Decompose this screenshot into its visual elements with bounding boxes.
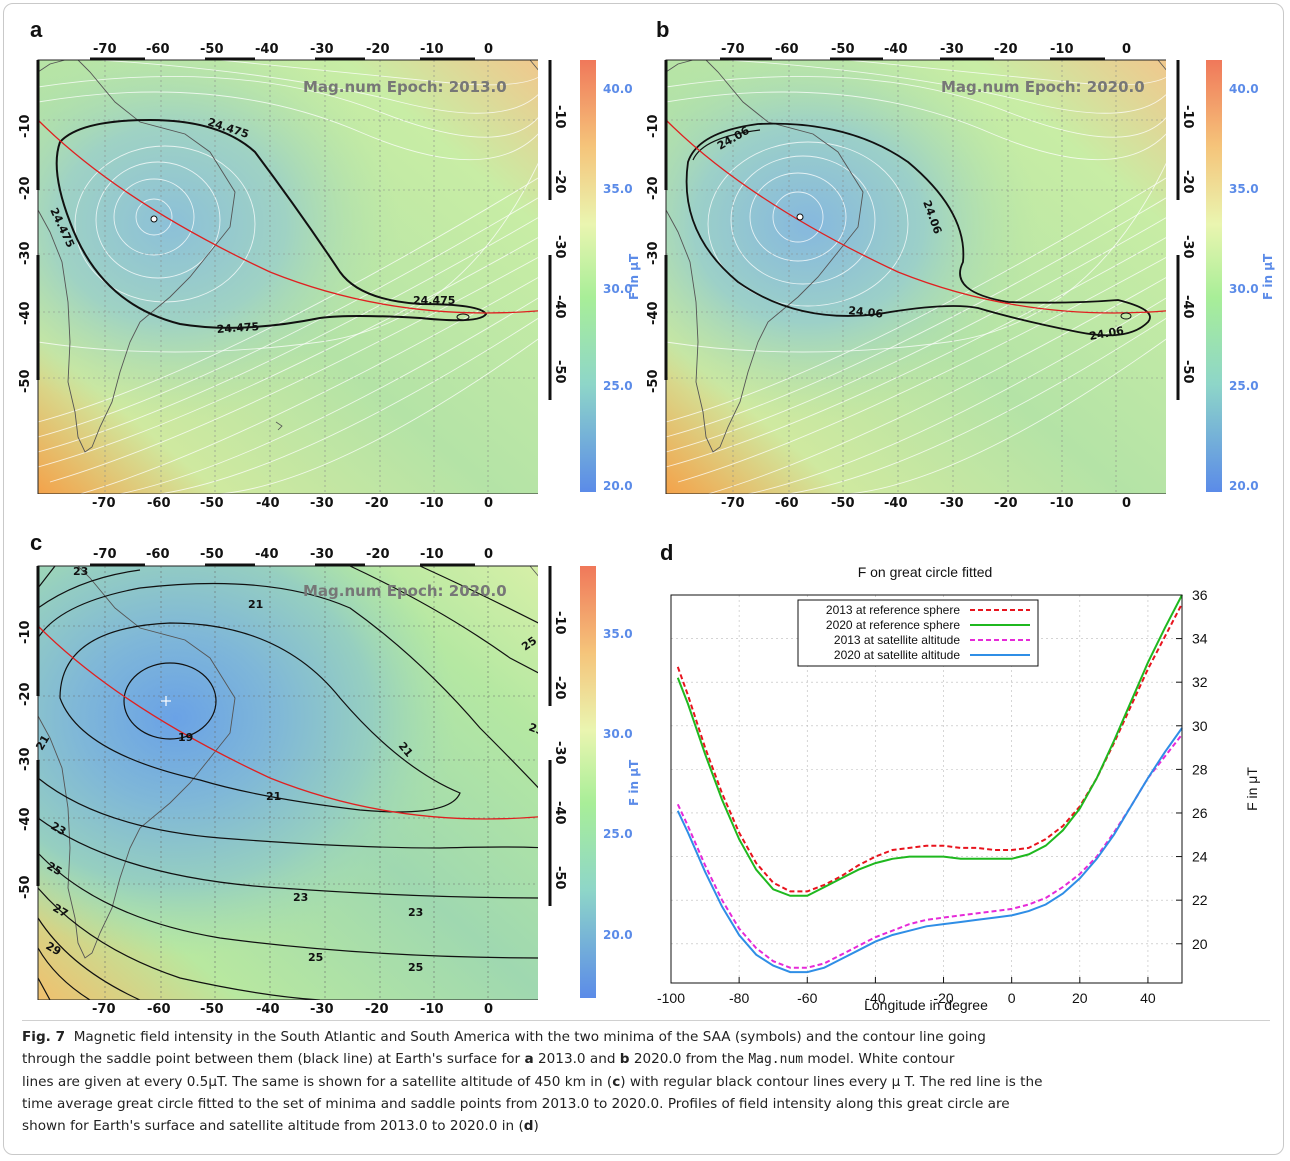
contour-label: 21 xyxy=(266,790,281,803)
contour-label: 23 xyxy=(293,891,308,904)
panel-label-a: a xyxy=(30,17,43,42)
y-tick-label: 26 xyxy=(1192,805,1208,821)
saddle-label: 24.06 xyxy=(848,304,884,321)
map-panel-b: 24.06 24.06 24.06 24.06 Mag.num Epoch: 2… xyxy=(648,42,1166,494)
caption-text: 2013.0 and xyxy=(533,1051,620,1067)
legend-entry-label: 2020 at satellite altitude xyxy=(834,648,960,662)
epoch-label: Mag.num Epoch: 2020.0 xyxy=(303,582,507,600)
x-tick-label: -60 xyxy=(797,990,817,1006)
contour-label: 23 xyxy=(408,906,423,919)
caption-ref-a: a xyxy=(524,1051,534,1067)
x-axis-label: Longitude in degree xyxy=(864,997,988,1013)
series-line xyxy=(676,733,1183,969)
x-tick-label: -20 xyxy=(933,990,953,1006)
legend-entry-label: 2013 at satellite altitude xyxy=(834,633,960,647)
y-tick-label: 20 xyxy=(1192,936,1208,952)
y-tick-label: 36 xyxy=(1192,587,1208,603)
caption-text: shown for Earth's surface and satellite … xyxy=(22,1118,524,1134)
contour-label: 25 xyxy=(408,961,423,974)
y-tick-label: 28 xyxy=(1192,761,1208,777)
y-tick-label: 30 xyxy=(1192,718,1208,734)
legend-entry-label: 2013 at reference sphere xyxy=(826,603,960,617)
contour-label: 25 xyxy=(308,951,323,964)
y-tick-label: 34 xyxy=(1192,631,1208,647)
epoch-label: Mag.num Epoch: 2020.0 xyxy=(941,78,1145,96)
contour-label: 21 xyxy=(248,598,263,611)
caption-text: 2020.0 from the xyxy=(629,1051,749,1067)
x-tick-label: 0 xyxy=(1008,990,1016,1006)
series-line xyxy=(676,603,1183,893)
figure-number: Fig. 7 xyxy=(22,1029,66,1045)
panel-label-b: b xyxy=(656,17,670,42)
map-panel-c: 23 21 25 23 19 21 21 21 23 25 23 23 27 2… xyxy=(20,548,538,1000)
contour-label: 23 xyxy=(73,565,88,578)
saddle-label: 24.06 xyxy=(1088,324,1125,343)
caption-ref-b: b xyxy=(619,1051,630,1067)
panel-label-d: d xyxy=(660,540,674,565)
chart-series xyxy=(676,594,1183,974)
y-axis-label: F in μT xyxy=(1244,767,1260,811)
contour-label: 23 xyxy=(527,721,538,738)
caption-model-name: Mag.num xyxy=(748,1052,804,1067)
y-tick-label: 22 xyxy=(1192,892,1208,908)
caption-text: through the saddle point between them (b… xyxy=(22,1051,525,1067)
x-tick-label: -40 xyxy=(865,990,885,1006)
y-axis: 20 22 24 26 28 30 32 34 36 xyxy=(1176,587,1208,952)
contour-label: 19 xyxy=(178,731,193,744)
x-axis: -100 -80 -60 -40 -20 0 20 40 xyxy=(657,977,1156,1006)
series-line xyxy=(676,727,1183,974)
caption-text: lines are given at every 0.5μT. The same… xyxy=(22,1074,613,1090)
plot-frame xyxy=(670,594,1183,984)
x-tick-label: 20 xyxy=(1072,990,1088,1006)
x-tick-label: -80 xyxy=(729,990,749,1006)
caption-text: model. White contour xyxy=(803,1051,955,1067)
legend-entry-label: 2020 at reference sphere xyxy=(826,618,960,632)
saddle-label: 24.475 xyxy=(216,320,259,336)
caption-ref-d: d xyxy=(523,1118,534,1134)
saddle-label: 24.475 xyxy=(413,294,455,307)
caption-text: ) xyxy=(533,1118,539,1134)
epoch-label: Mag.num Epoch: 2013.0 xyxy=(303,78,507,96)
contour-label: 25 xyxy=(519,634,538,653)
x-tick-label: 40 xyxy=(1140,990,1156,1006)
y-tick-label: 24 xyxy=(1192,849,1208,865)
caption-text: Magnetic field intensity in the South At… xyxy=(73,1029,986,1045)
chart-title: F on great circle fitted xyxy=(858,564,993,580)
caption-ref-c: c xyxy=(612,1074,621,1090)
line-chart-d: F on great circle fitted -100 -80 -60 -40 -2… xyxy=(657,564,1260,1013)
caption-text: time average great circle fitted to the … xyxy=(22,1096,1010,1112)
y-tick-label: 32 xyxy=(1192,674,1208,690)
x-tick-label: -100 xyxy=(657,990,685,1006)
map-panel-a: 24.475 24.475 24.475 24.475 Mag.num Epoc… xyxy=(20,42,538,494)
caption-rule xyxy=(22,1020,1270,1021)
panel-label-c: c xyxy=(30,530,43,555)
caption-text: ) with regular black contour lines every… xyxy=(620,1074,1043,1090)
series-line xyxy=(676,594,1183,897)
figure-caption: Fig. 7 Magnetic field intensity in the S… xyxy=(22,1026,1272,1137)
